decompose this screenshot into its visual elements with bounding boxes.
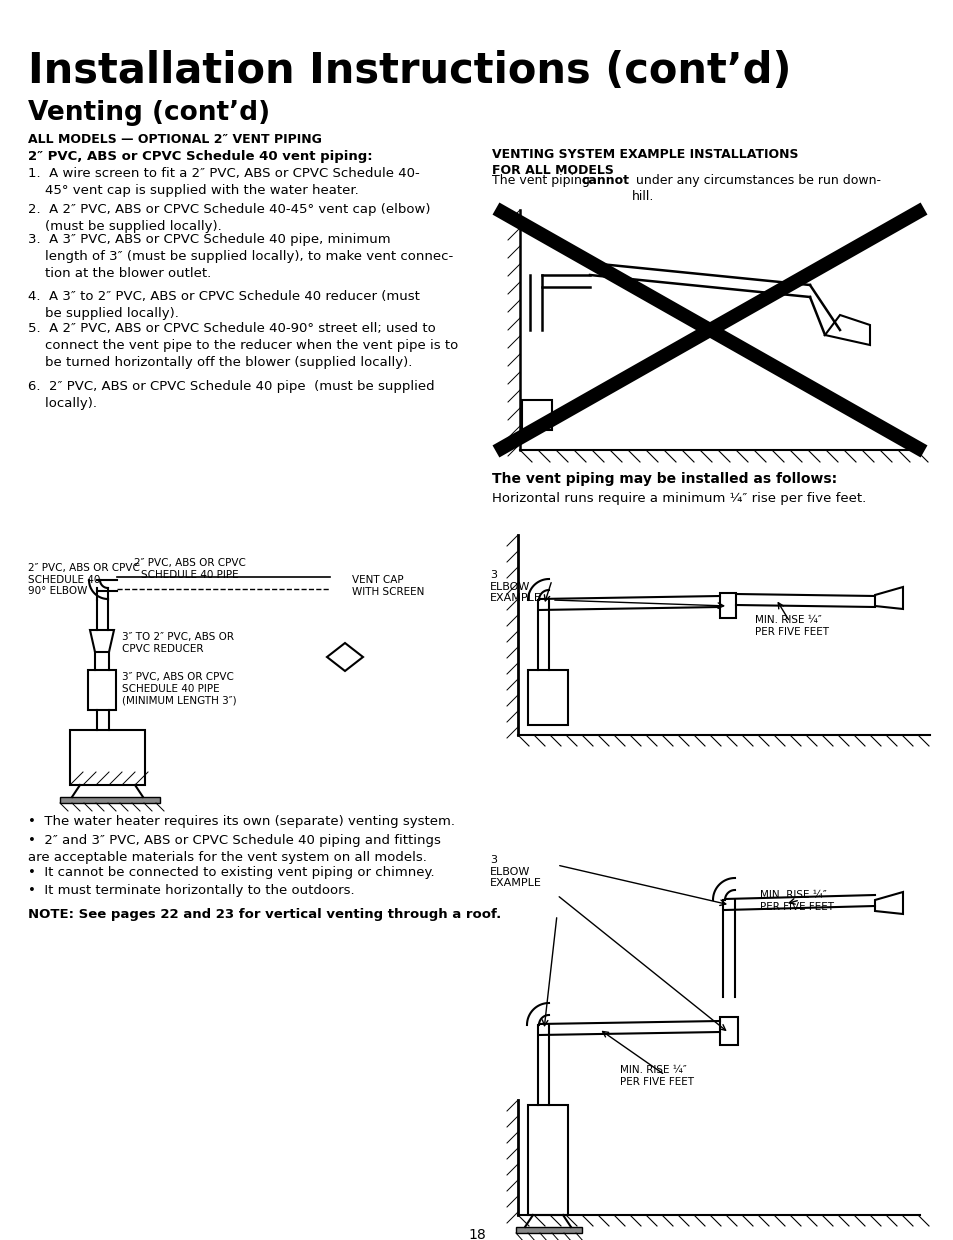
Text: MIN. RISE ¼″
PER FIVE FEET: MIN. RISE ¼″ PER FIVE FEET <box>619 1065 693 1087</box>
Text: Venting (cont’d): Venting (cont’d) <box>28 100 270 126</box>
Text: 2.  A 2″ PVC, ABS or CPVC Schedule 40-45° vent cap (elbow)
    (must be supplied: 2. A 2″ PVC, ABS or CPVC Schedule 40-45°… <box>28 203 430 233</box>
Bar <box>527 670 567 725</box>
Text: 3
ELBOW
EXAMPLE: 3 ELBOW EXAMPLE <box>490 856 541 888</box>
Text: 6.  2″ PVC, ABS or CPVC Schedule 40 pipe  (must be supplied
    locally).: 6. 2″ PVC, ABS or CPVC Schedule 40 pipe … <box>28 379 435 410</box>
Bar <box>527 1105 567 1215</box>
Text: •  2″ and 3″ PVC, ABS or CPVC Schedule 40 piping and fittings
are acceptable mat: • 2″ and 3″ PVC, ABS or CPVC Schedule 40… <box>28 835 440 863</box>
Bar <box>516 1228 581 1233</box>
Text: 5.  A 2″ PVC, ABS or CPVC Schedule 40-90° street ell; used to
    connect the ve: 5. A 2″ PVC, ABS or CPVC Schedule 40-90°… <box>28 322 457 370</box>
Text: under any circumstances be run down-
hill.: under any circumstances be run down- hil… <box>631 174 880 203</box>
Text: NOTE: See pages 22 and 23 for vertical venting through a roof.: NOTE: See pages 22 and 23 for vertical v… <box>28 908 500 921</box>
Text: VENTING SYSTEM EXAMPLE INSTALLATIONS
FOR ALL MODELS: VENTING SYSTEM EXAMPLE INSTALLATIONS FOR… <box>492 148 798 177</box>
Text: 3.  A 3″ PVC, ABS or CPVC Schedule 40 pipe, minimum
    length of 3″ (must be su: 3. A 3″ PVC, ABS or CPVC Schedule 40 pip… <box>28 233 453 280</box>
Text: 2″ PVC, ABS OR CPVC
SCHEDULE 40
90° ELBOW: 2″ PVC, ABS OR CPVC SCHEDULE 40 90° ELBO… <box>28 563 140 596</box>
Bar <box>70 730 145 785</box>
Text: cannot: cannot <box>581 174 629 187</box>
Text: •  The water heater requires its own (separate) venting system.: • The water heater requires its own (sep… <box>28 815 455 828</box>
Text: 3
ELBOW
EXAMPLE: 3 ELBOW EXAMPLE <box>490 570 541 603</box>
Text: 4.  A 3″ to 2″ PVC, ABS or CPVC Schedule 40 reducer (must
    be supplied locall: 4. A 3″ to 2″ PVC, ABS or CPVC Schedule … <box>28 290 419 320</box>
Text: Horizontal runs require a minimum ¼″ rise per five feet.: Horizontal runs require a minimum ¼″ ris… <box>492 492 865 505</box>
Text: Installation Instructions (cont’d): Installation Instructions (cont’d) <box>28 50 791 92</box>
Text: 3″ PVC, ABS OR CPVC
SCHEDULE 40 PIPE
(MINIMUM LENGTH 3″): 3″ PVC, ABS OR CPVC SCHEDULE 40 PIPE (MI… <box>122 672 236 706</box>
Text: •  It must terminate horizontally to the outdoors.: • It must terminate horizontally to the … <box>28 884 355 897</box>
Text: The vent piping may be installed as follows:: The vent piping may be installed as foll… <box>492 472 836 486</box>
Bar <box>720 593 735 618</box>
Text: 18: 18 <box>468 1228 485 1240</box>
Text: VENT CAP
WITH SCREEN: VENT CAP WITH SCREEN <box>352 575 424 596</box>
Bar <box>720 1017 738 1045</box>
Text: •  It cannot be connected to existing vent piping or chimney.: • It cannot be connected to existing ven… <box>28 866 435 879</box>
Text: 2″ PVC, ABS OR CPVC
SCHEDULE 40 PIPE: 2″ PVC, ABS OR CPVC SCHEDULE 40 PIPE <box>134 558 246 579</box>
Bar <box>88 670 116 711</box>
Text: MIN. RISE ¼″
PER FIVE FEET: MIN. RISE ¼″ PER FIVE FEET <box>760 890 833 913</box>
Text: 1.  A wire screen to fit a 2″ PVC, ABS or CPVC Schedule 40-
    45° vent cap is : 1. A wire screen to fit a 2″ PVC, ABS or… <box>28 167 419 197</box>
Text: 3″ TO 2″ PVC, ABS OR
CPVC REDUCER: 3″ TO 2″ PVC, ABS OR CPVC REDUCER <box>122 632 233 653</box>
Text: The vent piping: The vent piping <box>492 174 594 187</box>
Text: MIN. RISE ¼″
PER FIVE FEET: MIN. RISE ¼″ PER FIVE FEET <box>754 615 828 637</box>
Text: 2″ PVC, ABS or CPVC Schedule 40 vent piping:: 2″ PVC, ABS or CPVC Schedule 40 vent pip… <box>28 150 373 162</box>
Text: ALL MODELS — OPTIONAL 2″ VENT PIPING: ALL MODELS — OPTIONAL 2″ VENT PIPING <box>28 133 321 146</box>
Bar <box>60 797 160 804</box>
Bar <box>521 401 552 430</box>
